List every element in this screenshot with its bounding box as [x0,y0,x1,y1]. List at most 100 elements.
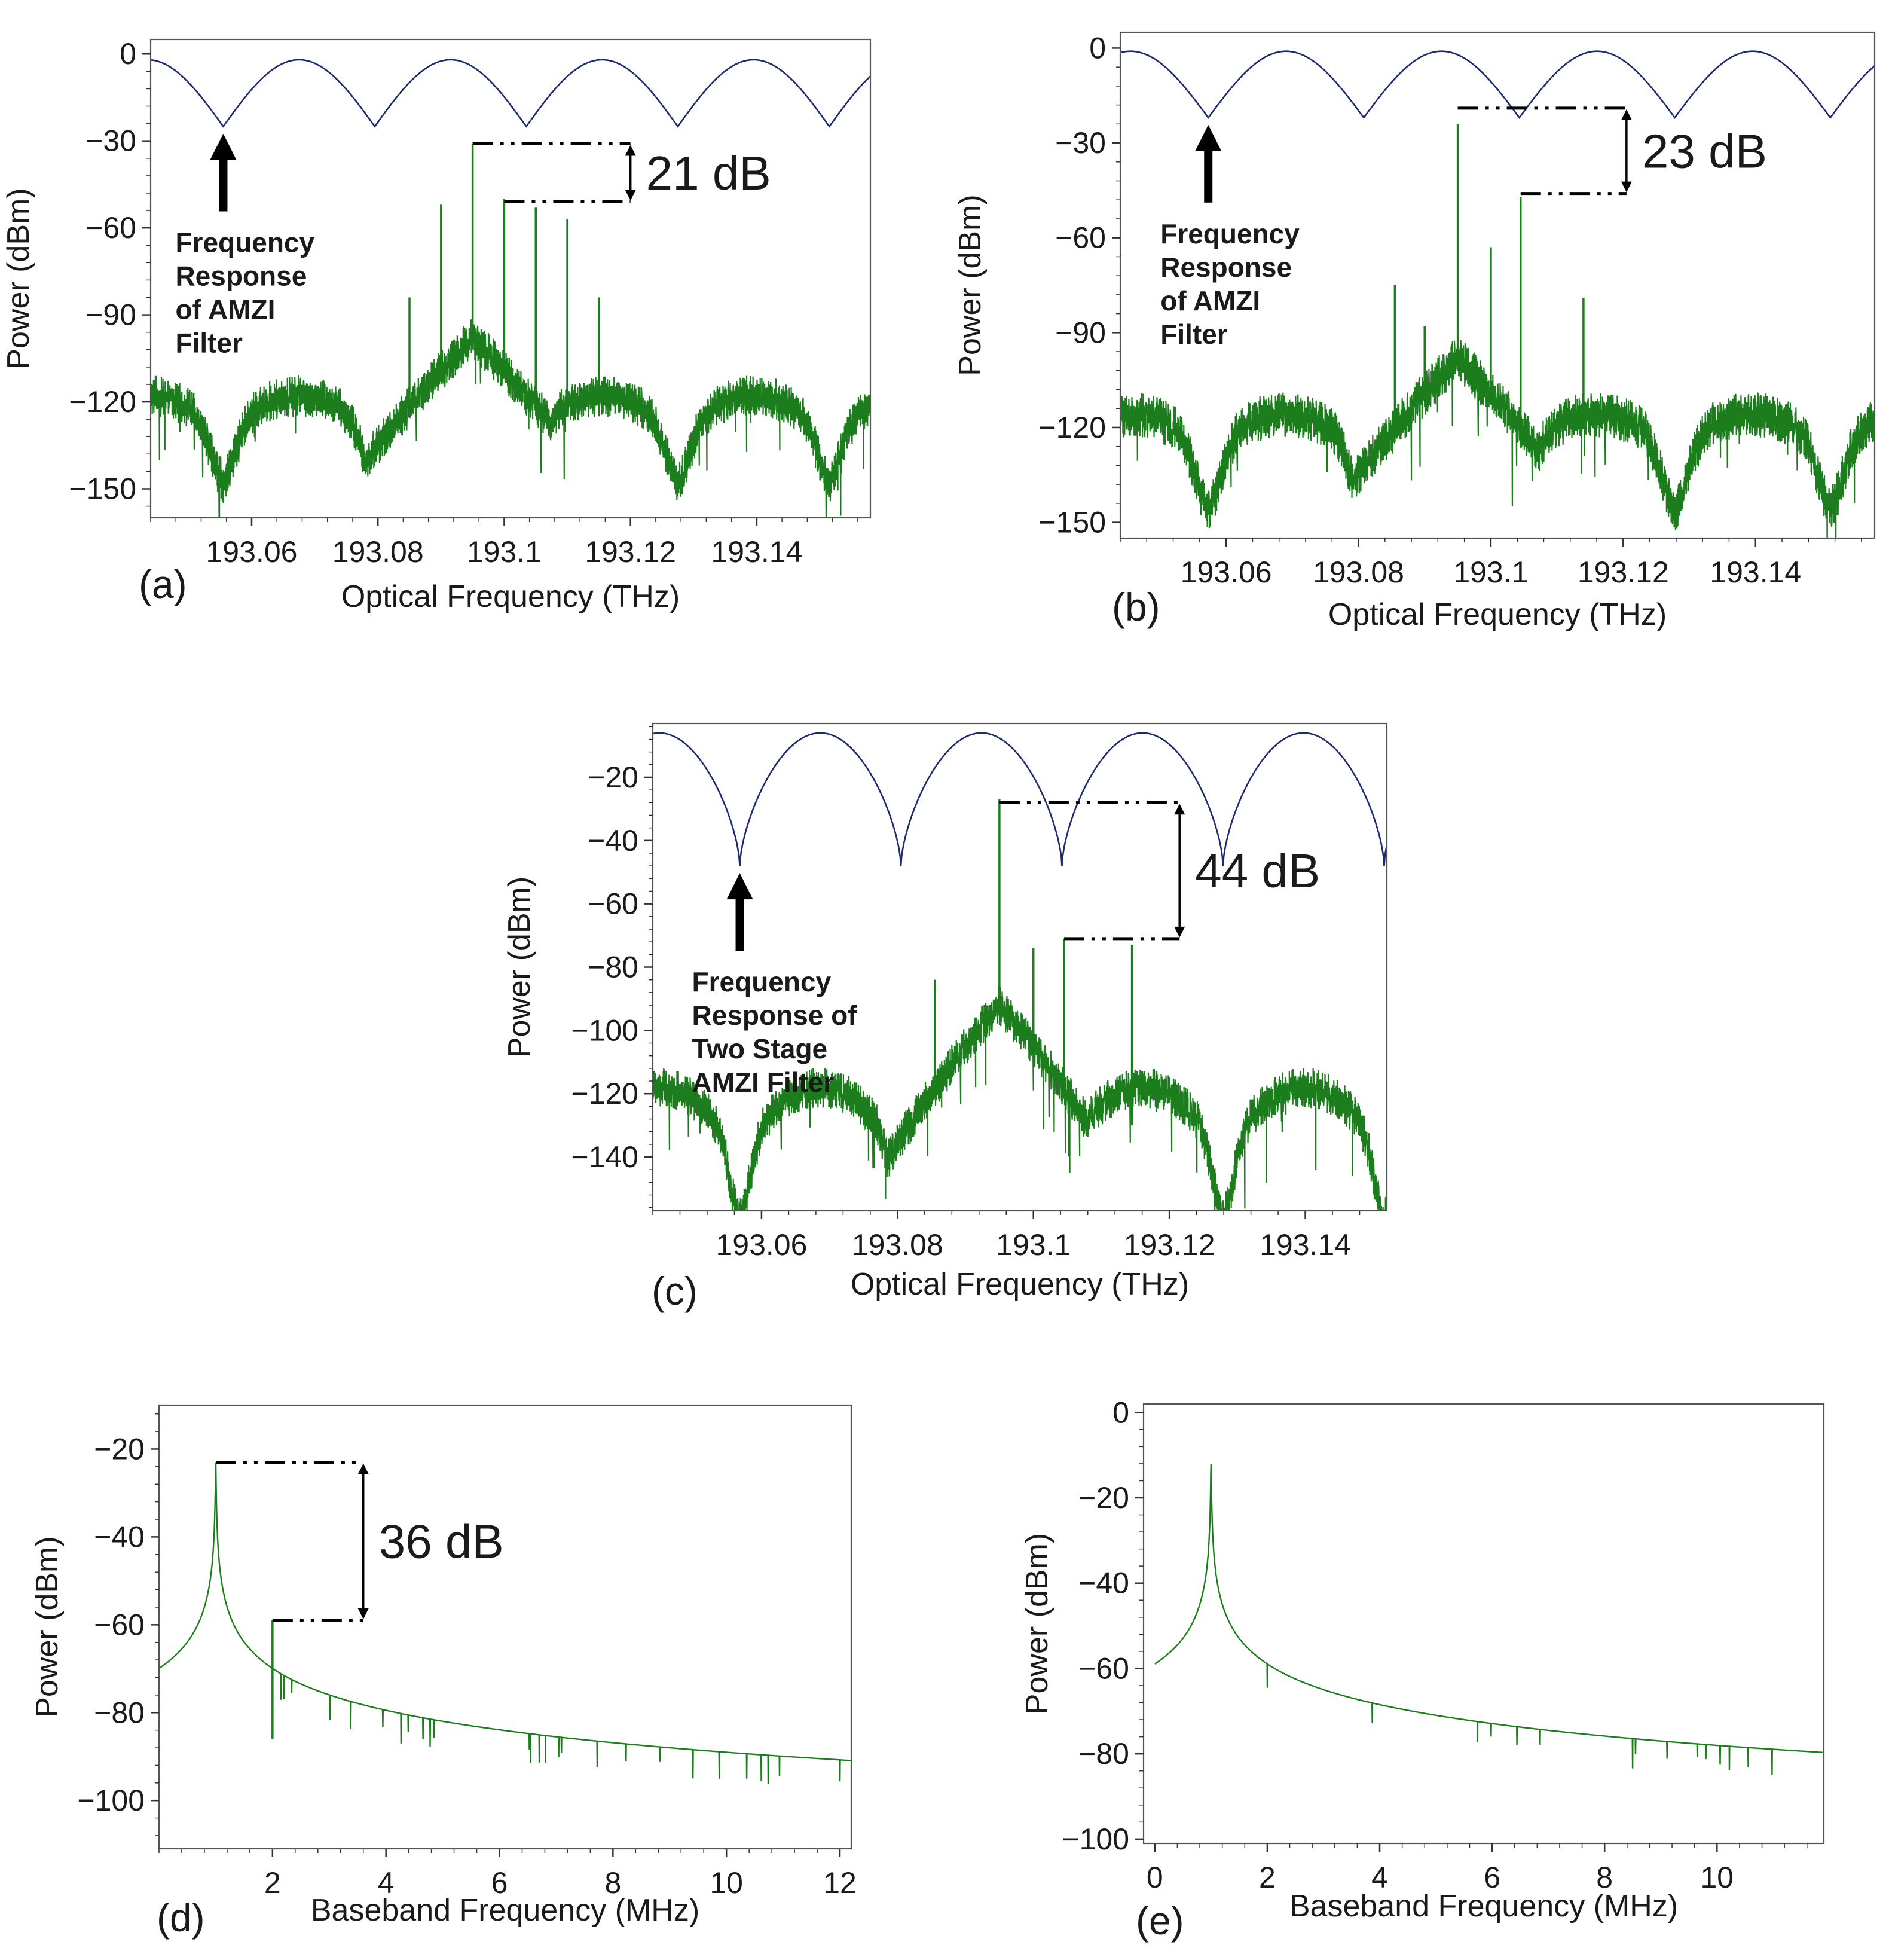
panel-b-xtick-label: 193.08 [1313,555,1404,589]
panel-a-pointer-label-line: Filter [175,327,243,358]
panel-a-pointer-label-line: Frequency [175,227,314,258]
panel-c-xtick-label: 193.1 [996,1228,1071,1262]
panel-c-ytick-label: −140 [571,1140,638,1174]
panel-c-pointer-label-line: Response of [692,1000,858,1031]
panel-e-xtick-label: 4 [1371,1861,1388,1894]
panel-b-pointer-label-line: Response [1160,252,1292,283]
panel-b-pointer-label-line: Filter [1160,319,1228,350]
panel-b-delta-arrowhead-bottom [1621,181,1632,193]
panel-a-xlabel: Optical Frequency (THz) [341,579,680,614]
panel-e-xlabel: Baseband Frequency (MHz) [1289,1889,1678,1924]
panel-c-xtick-label: 193.08 [852,1228,943,1262]
panel-d-label: (d) [157,1895,205,1940]
panel-c-ytick-label: −60 [588,887,638,921]
panel-b-plot-area [1120,50,1875,538]
panel-e-xtick-label: 10 [1700,1861,1734,1894]
panel-b-chart: 0 −30 −60 −90 −120 −150 193.06 193.08 193.1 193.1… [953,31,1876,632]
panel-e-frame [1142,1403,1825,1845]
panel-e-xtick-label: 2 [1259,1861,1276,1894]
panel-d-ytick-label: −40 [94,1520,145,1553]
panel-c-xtick-label: 193.06 [716,1228,807,1262]
panel-c-xtick-label: 193.12 [1124,1228,1215,1262]
panel-a-pointer-arrow-head [210,133,237,160]
panel-a-spectrum-trace [151,319,870,518]
panel-a-ytick-label: −60 [85,211,136,245]
panel-e-xtick-label: 8 [1596,1861,1613,1894]
panel-c-delta-arrowhead-top [1174,804,1185,815]
panel-b-xlabel: Optical Frequency (THz) [1328,597,1667,632]
panel-c-delta-label: 44 dB [1195,844,1320,897]
panel-e-spectrum-trace [1154,1463,1824,1775]
panel-e-label: (e) [1136,1898,1184,1943]
panel-a-delta-arrowhead-bottom [625,190,636,201]
panel-e-xtick-label: 6 [1484,1861,1500,1894]
panel-a-delta-arrowhead-top [625,145,636,156]
panel-d-xtick-label: 4 [378,1866,395,1900]
panel-c-delta-arrowhead-bottom [1174,926,1185,938]
panel-b-ytick-label: −120 [1038,411,1106,444]
panel-e-ytick-label: −80 [1078,1737,1129,1770]
panel-b-pointer-arrow-head [1195,124,1222,151]
panel-c-filter-response-curve [653,732,1387,866]
panel-d-xtick-label: 10 [710,1866,743,1900]
panel-b-frame [1119,31,1876,539]
panel-d-xlabel: Baseband Frequency (MHz) [311,1893,699,1928]
panel-c-plot-area [653,732,1387,1211]
panel-e-ytick-label: −100 [1062,1822,1129,1856]
panel-e-ylabel: Power (dBm) [1020,1533,1054,1714]
panel-a-filter-response-curve [151,59,870,128]
panel-a-ytick-label: −90 [85,298,136,332]
panel-a-chart: 0 −30 −60 −90 −120 −150 193.06 193.08 193.1 193.1… [1,37,872,614]
panel-b-delta-arrowhead-top [1621,109,1632,120]
panel-a-delta-label: 21 dB [646,146,771,200]
panel-b-ytick-label: 0 [1089,31,1106,65]
panel-a-xtick-label: 193.08 [332,535,424,569]
panel-c-ytick-label: −100 [571,1013,638,1047]
panel-d-ytick-label: −80 [94,1696,145,1729]
panel-b-ytick-label: −60 [1055,221,1106,255]
panel-b-label: (b) [1112,585,1160,629]
panel-c-pointer-label-line: AMZI Filter [692,1067,835,1098]
panel-c-ytick-label: −80 [588,951,638,984]
panel-a-xtick-label: 193.06 [206,535,298,569]
panel-c-xtick-label: 193.14 [1260,1228,1351,1262]
panel-d-delta-arrowhead-top [357,1463,369,1474]
panel-a-ytick-label: −150 [69,472,136,506]
panel-d-spectrum-trace [159,1462,851,1785]
panel-d-xtick-label: 2 [264,1866,281,1900]
panel-a-label: (a) [139,562,187,606]
panel-a-ylabel: Power (dBm) [1,188,36,369]
panel-d-ytick-label: −20 [94,1432,145,1466]
panel-d-delta-label: 36 dB [379,1515,504,1568]
panel-e-ytick-label: −40 [1078,1567,1129,1600]
panel-b-xtick-label: 193.06 [1181,555,1272,589]
panel-a-xtick-label: 193.1 [467,535,542,569]
panel-c-label: (c) [652,1269,698,1313]
panel-a-pointer-label-line: Response [175,260,307,291]
panel-d-delta-arrowhead-bottom [357,1608,369,1619]
panel-d-chart: −20 −40 −60 −80 −100 2 4 6 8 10 12 Baseband Frequen… [30,1404,857,1940]
panel-d-xtick-label: 12 [823,1866,857,1900]
panel-a-xtick-label: 193.12 [585,535,676,569]
panel-b-ylabel: Power (dBm) [953,194,988,375]
panel-d-xtick-label: 6 [491,1866,508,1900]
panel-b-filter-response-curve [1120,50,1875,119]
panel-c-pointer-label-line: Two Stage [692,1033,828,1064]
panel-d-xtick-label: 8 [604,1866,621,1900]
panel-d-ylabel: Power (dBm) [30,1536,65,1717]
panel-e-ytick-label: −20 [1078,1481,1129,1515]
panel-c-spectrum-trace [653,987,1387,1211]
panel-b-ytick-label: −150 [1038,506,1106,539]
panel-e-plot-area [1154,1463,1824,1775]
panel-c-pointer-arrow-head [726,873,753,900]
panel-c-chart: −20 −40 −60 −80 −100 −120 −140 193.06 193.08 193.… [502,722,1388,1313]
panel-a-frame [149,38,872,519]
panel-b-pointer-label-line: Frequency [1160,218,1300,249]
panel-b-xtick-label: 193.14 [1710,555,1801,589]
panel-c-xlabel: Optical Frequency (THz) [851,1267,1189,1302]
panel-c-ytick-label: −40 [588,824,638,857]
panel-c-ylabel: Power (dBm) [502,877,537,1058]
panel-a-ytick-label: −30 [85,124,136,158]
panel-e-ytick-label: −60 [1078,1651,1129,1685]
